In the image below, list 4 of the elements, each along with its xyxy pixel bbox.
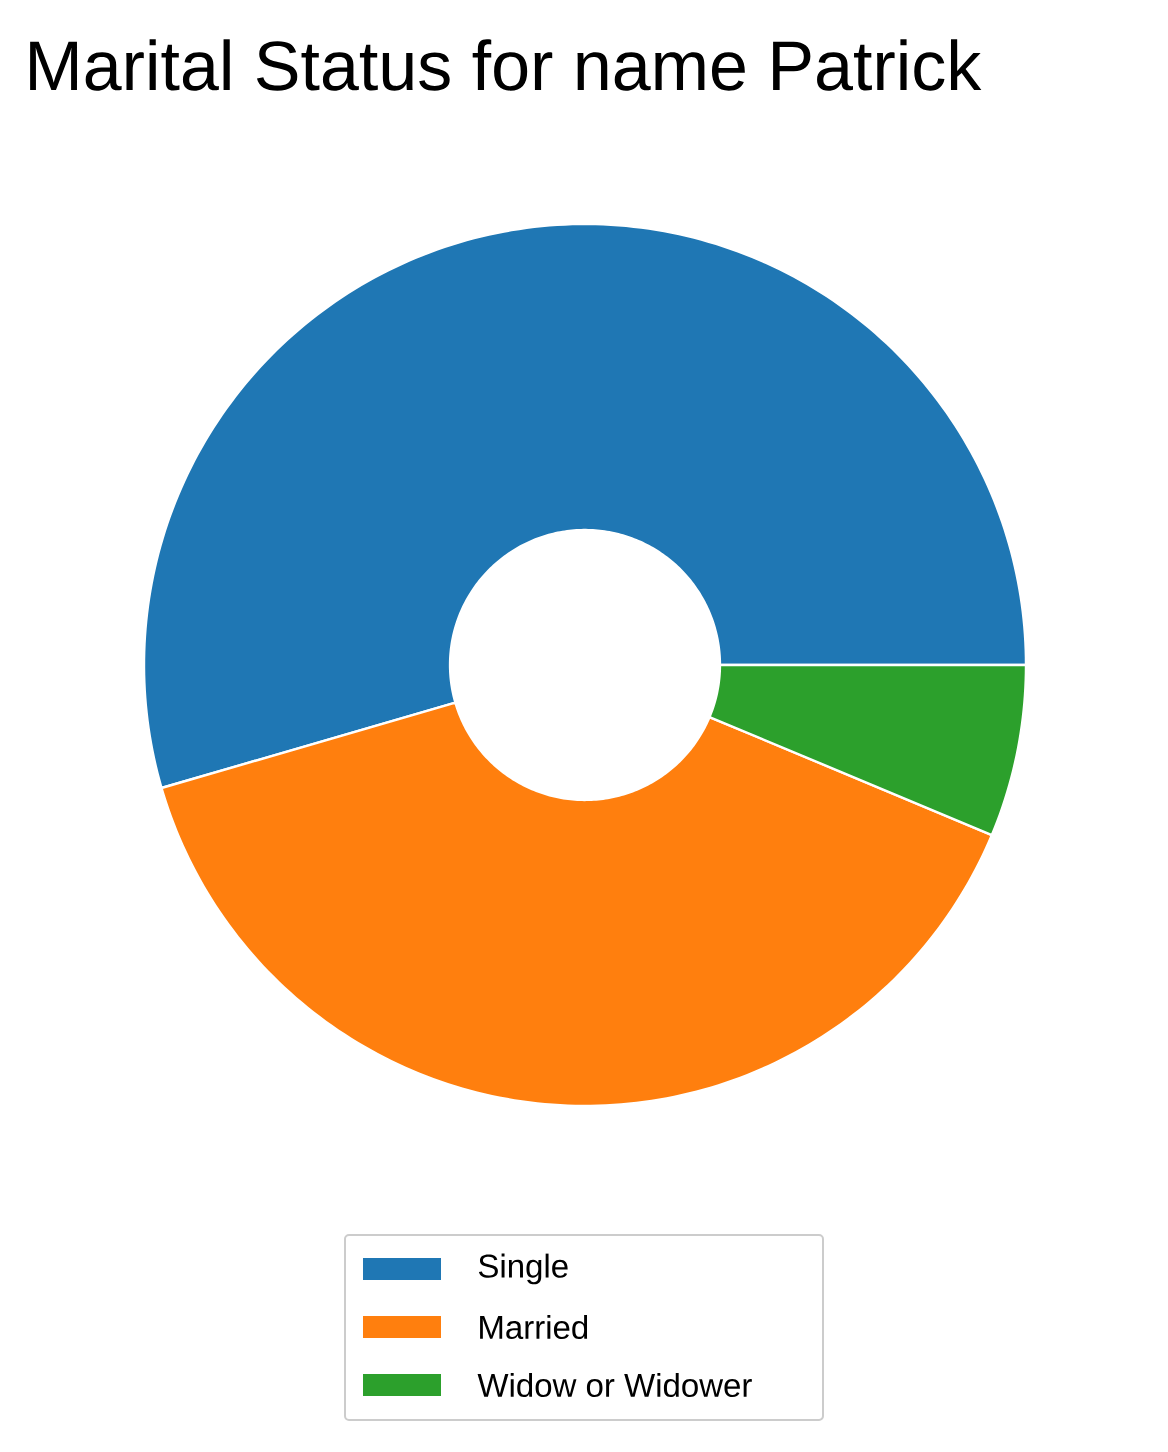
legend-label: Single bbox=[478, 1253, 568, 1285]
legend-label: Widow or Widower bbox=[477, 1372, 752, 1398]
legend-label: Married bbox=[480, 1314, 588, 1340]
chart-title: Marital Status for name Patrick bbox=[30, 39, 982, 91]
